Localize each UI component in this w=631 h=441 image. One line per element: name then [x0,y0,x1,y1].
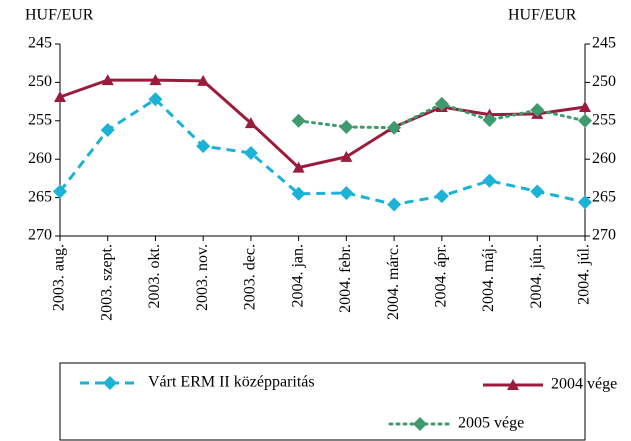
marker [340,150,353,162]
marker [434,96,449,111]
marker [244,117,257,129]
y-tick-label: 250 [28,73,52,90]
marker [387,197,402,212]
marker [339,185,354,200]
series-line [59,78,586,170]
x-tick-label: 2004. jún. [528,244,545,308]
marker [54,90,66,102]
x-tick-label: 2004. jan. [289,244,306,308]
marker [578,113,592,128]
legend-box [59,362,586,441]
marker [530,184,545,199]
x-tick-label: 2003. okt. [146,244,163,308]
y-tick-label: 255 [28,111,52,128]
marker [482,113,497,128]
marker [578,195,592,210]
legend-label: 2004 vége [551,376,617,393]
marker [339,119,354,134]
y2-tick-label: 250 [592,73,616,90]
marker [243,146,258,161]
marker [434,189,449,204]
marker [387,120,402,135]
y2-tick-label: 255 [592,111,616,128]
marker [197,74,210,86]
x-tick-label: 2003. dec. [242,244,259,310]
series-line [58,97,586,207]
x-tick-label: 2004. ápr. [432,244,449,308]
marker [101,74,114,86]
y2-tick-label: 245 [592,35,616,52]
y-tick-label: 245 [28,35,52,52]
y-tick-label: 260 [28,150,52,167]
legend-marker [413,417,427,431]
marker [579,100,591,112]
x-tick-label: 2004. febr. [337,244,354,313]
x-tick-label: 2004. máj. [480,244,497,312]
marker [292,161,305,173]
legend-label: Várt ERM II középparitás [148,374,315,391]
marker [291,186,306,201]
legend-marker [103,376,117,390]
y2-axis-label: HUF/EUR [508,7,577,24]
x-tick-label: 2003. aug. [51,244,68,311]
x-tick-label: 2003. szept. [98,244,115,321]
y2-tick-label: 260 [592,150,616,167]
y2-tick-label: 265 [592,188,616,205]
marker [53,184,67,199]
legend-marker [507,379,519,390]
y-tick-label: 270 [28,227,52,244]
marker [291,113,306,128]
marker [482,173,497,188]
marker [148,92,163,107]
y-axis-label: HUF/EUR [25,7,94,24]
marker [530,103,545,118]
x-tick-label: 2004. júl. [576,244,593,305]
x-tick-label: 2003. nov. [194,244,211,311]
marker [196,139,211,154]
legend-label: 2005 vége [458,415,524,432]
y-tick-label: 265 [28,188,52,205]
marker [100,123,115,138]
x-tick-label: 2004. márc. [385,244,402,320]
y2-tick-label: 270 [592,227,616,244]
marker [149,74,162,86]
